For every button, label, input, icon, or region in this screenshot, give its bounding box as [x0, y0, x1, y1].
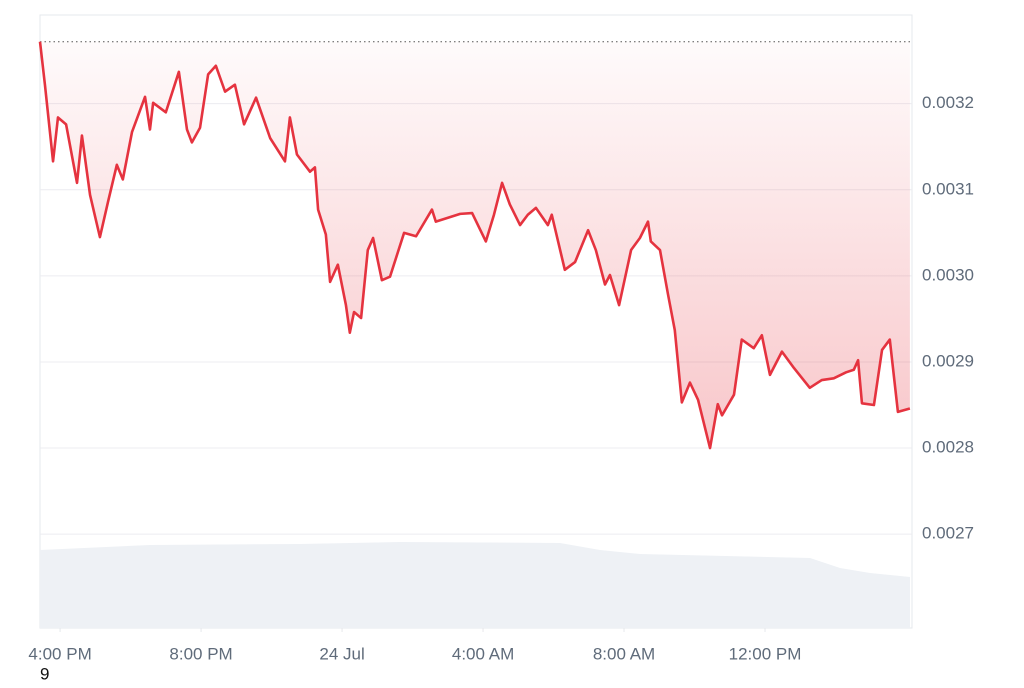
- volume-area: [40, 542, 910, 628]
- plot: [38, 41, 912, 450]
- x-tick-label: 8:00 AM: [593, 644, 655, 663]
- footer-text: 9: [40, 664, 49, 683]
- y-tick-label: 0.0027: [922, 524, 974, 543]
- axes: 0.0032 0.0031 0.0030 0.0029 0.0028 0.0027 4:00…: [28, 93, 974, 663]
- y-tick-label: 0.0031: [922, 179, 974, 198]
- x-tick-label: 24 Jul: [319, 644, 364, 663]
- y-tick-label: 0.0030: [922, 265, 974, 284]
- price-line: [38, 41, 911, 450]
- y-tick-label: 0.0028: [922, 438, 974, 457]
- x-tick-label: 4:00 AM: [452, 644, 514, 663]
- x-tick-label: 8:00 PM: [169, 644, 232, 663]
- x-tick-label: 12:00 PM: [729, 644, 802, 663]
- area-fill: [40, 41, 910, 449]
- y-tick-label: 0.0029: [922, 351, 974, 370]
- y-tick-label: 0.0032: [922, 93, 974, 112]
- x-tick-label: 4:00 PM: [28, 644, 91, 663]
